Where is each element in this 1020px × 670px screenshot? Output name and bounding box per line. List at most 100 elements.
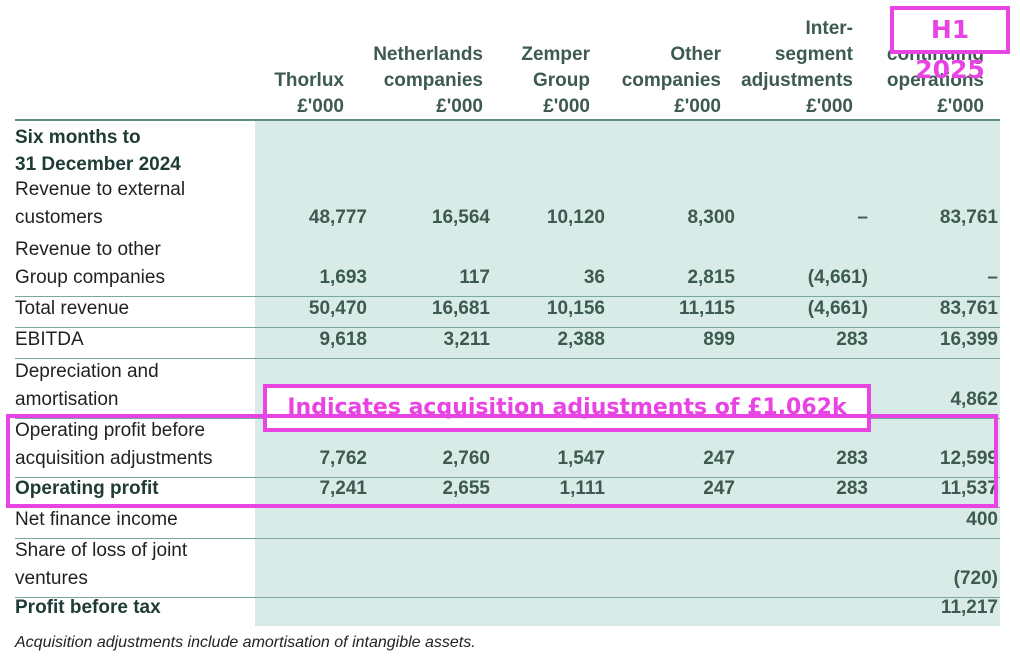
section-title-line: Six months to (15, 127, 141, 148)
section-title-line: 31 December 2024 (15, 154, 181, 175)
value-cell: 247 (703, 448, 735, 469)
header-line: £'000 (543, 96, 590, 117)
col-header-netherlands: Netherlands companies £'000 (344, 14, 483, 120)
row-divider (15, 327, 1000, 328)
header-line: Other (670, 44, 721, 65)
header-line: £'000 (806, 96, 853, 117)
col-header-thorlux: Thorlux £'000 (244, 14, 344, 120)
header-line: £'000 (297, 96, 344, 117)
row-label-line: ventures (15, 568, 88, 589)
row-label: Revenue to external customers (15, 176, 255, 232)
table-row: Operating profit 7,241 2,655 1,111 247 283 11,… (15, 477, 1000, 507)
table-row: Revenue to external customers 48,777 16,564… (15, 176, 1000, 236)
footnote: Acquisition adjustments include amortisa… (15, 634, 476, 651)
value-cell: 11,537 (940, 478, 998, 499)
value-cell: 7,762 (319, 448, 367, 469)
row-label: Profit before tax (15, 594, 255, 622)
value-cell: 1,111 (559, 478, 605, 499)
value-cell: 4,862 (950, 389, 998, 410)
value-cell: 247 (703, 478, 735, 499)
value-cell: 16,564 (431, 207, 490, 228)
value-cell: 400 (966, 509, 998, 530)
header-line: segment (774, 44, 853, 65)
header-line: companies (621, 70, 721, 91)
col-header-intersegment: Inter- segment adjustments £'000 (728, 14, 853, 120)
header-line: adjustments (741, 70, 853, 91)
row-divider (15, 597, 1000, 598)
header-line: Inter- (805, 18, 854, 39)
header-line: £'000 (674, 96, 721, 117)
value-cell: 7,241 (319, 478, 367, 499)
period-tag-text: H1 2025 (915, 15, 985, 84)
value-cell: 2,815 (687, 267, 735, 288)
header-line: Group (533, 70, 590, 91)
value-cell: 2,655 (442, 478, 490, 499)
value-cell: 117 (459, 267, 490, 288)
table-row: Profit before tax 11,217 (15, 597, 1000, 626)
row-label-line: Operating profit before (15, 420, 206, 441)
row-label-line: Total revenue (15, 298, 130, 319)
row-divider (15, 358, 1000, 359)
value-cell: 1,547 (557, 448, 605, 469)
header-line: Zemper (521, 44, 590, 65)
value-cell: – (857, 207, 868, 228)
row-label: Operating profit before acquisition adjus… (15, 417, 255, 473)
value-cell: 48,777 (308, 207, 367, 228)
value-cell: (4,661) (807, 298, 868, 319)
header-line: Thorlux (274, 70, 344, 91)
row-label: Depreciation and amortisation (15, 358, 255, 414)
period-tag: H1 2025 (890, 6, 1010, 84)
value-cell: 11,115 (678, 298, 735, 319)
header-line: £'000 (937, 96, 984, 117)
value-cell: (720) (953, 568, 998, 589)
value-cell: 83,761 (939, 298, 998, 319)
col-header-zemper: Zemper Group £'000 (490, 14, 590, 120)
value-cell: 36 (583, 267, 605, 288)
value-cell: 83,761 (939, 207, 998, 228)
value-cell: 16,399 (939, 329, 998, 350)
value-cell: 283 (836, 478, 868, 499)
row-label-line: customers (15, 207, 103, 228)
row-label: Revenue to other Group companies (15, 236, 255, 292)
row-label-line: EBITDA (15, 329, 84, 350)
header-line: Netherlands (373, 44, 483, 65)
value-cell: – (987, 267, 998, 288)
table-row: Total revenue 50,470 16,681 10,156 11,115 (4,… (15, 296, 1000, 327)
header-rule (15, 119, 1000, 121)
value-cell: 12,599 (939, 448, 998, 469)
value-cell: 283 (836, 448, 868, 469)
row-label-line: Group companies (15, 267, 165, 288)
row-label: Share of loss of joint ventures (15, 537, 255, 593)
value-cell: 2,760 (442, 448, 490, 469)
value-cell: 11,217 (940, 597, 998, 618)
row-label-line: acquisition adjustments (15, 448, 213, 469)
row-divider (15, 538, 1000, 539)
row-label-line: amortisation (15, 389, 119, 410)
acquisition-note: Indicates acquisition adjustments of £1,… (263, 384, 871, 432)
operating-profit-highlight (6, 414, 998, 508)
value-cell: 899 (703, 329, 735, 350)
row-label-line: Revenue to external (15, 179, 186, 200)
row-divider (15, 477, 1000, 478)
row-label: Operating profit (15, 475, 255, 503)
table-row: Revenue to other Group companies 1,693 117 3… (15, 236, 1000, 296)
row-label-line: Depreciation and (15, 361, 159, 382)
value-cell: 3,211 (443, 329, 491, 350)
table-row: Share of loss of joint ventures (720) (15, 538, 1000, 597)
value-cell: 10,156 (546, 298, 605, 319)
row-label: Total revenue (15, 295, 255, 323)
value-cell: 10,120 (546, 207, 605, 228)
section-title: Six months to 31 December 2024 (15, 124, 181, 178)
value-cell: 283 (836, 329, 868, 350)
value-cell: 9,618 (319, 329, 367, 350)
value-cell: (4,661) (807, 267, 868, 288)
header-line: £'000 (436, 96, 483, 117)
value-cell: 2,388 (557, 329, 605, 350)
table-row: Operating profit before acquisition adjus… (15, 418, 1000, 477)
row-label: EBITDA (15, 326, 255, 354)
table-row: EBITDA 9,618 3,211 2,388 899 283 16,399 (15, 327, 1000, 358)
row-label: Net finance income (15, 506, 255, 534)
table-row: Net finance income 400 (15, 507, 1000, 538)
value-cell: 1,693 (319, 267, 367, 288)
header-line: companies (383, 70, 483, 91)
